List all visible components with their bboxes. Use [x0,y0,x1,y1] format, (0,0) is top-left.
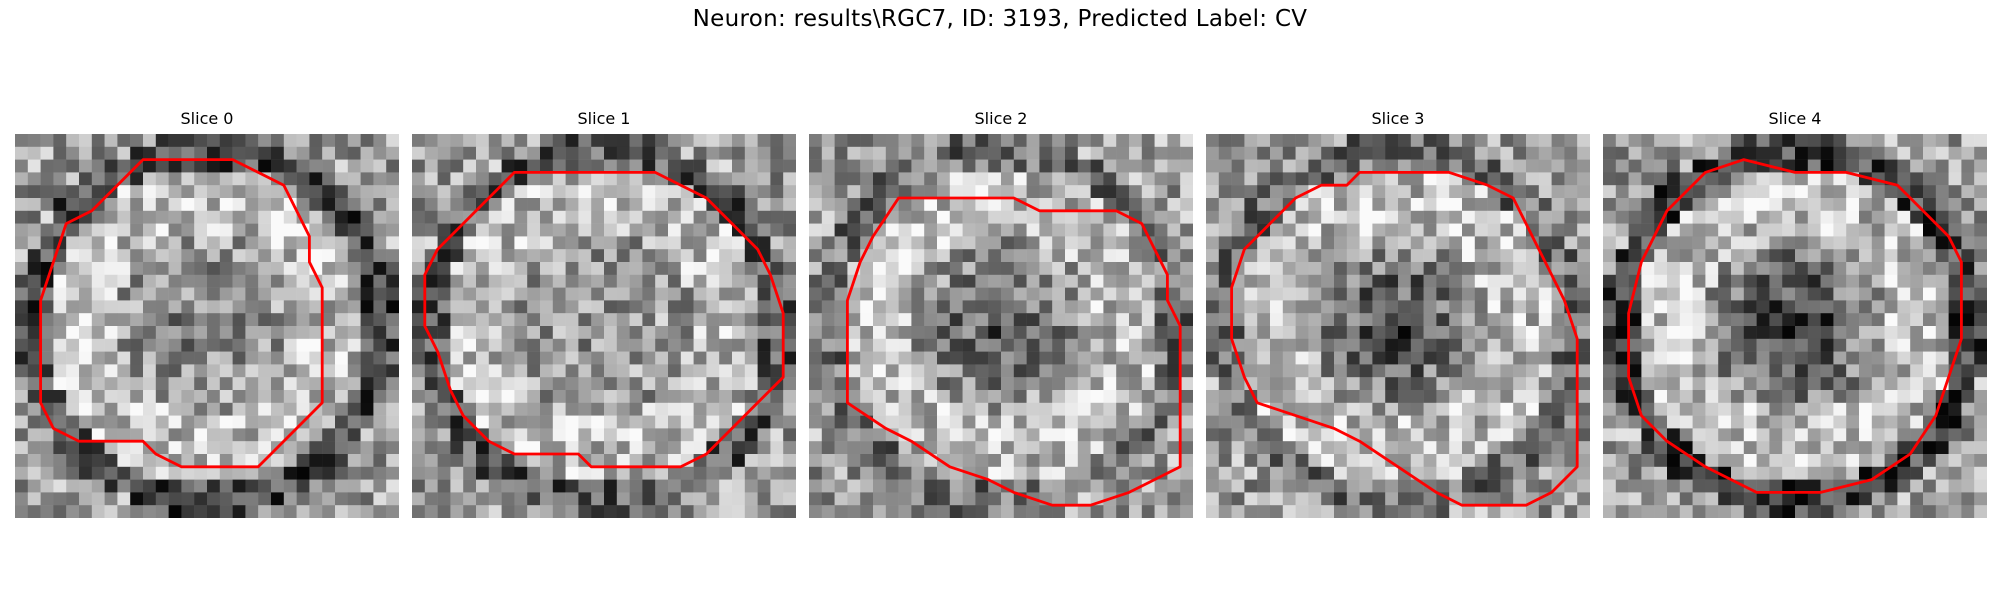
microscopy-slice-image [412,134,796,518]
slice-title: Slice 4 [1768,109,1822,128]
cell-contour-outline [423,170,785,469]
cell-contour-outline [1627,158,1963,494]
slice-pixel-grid [1206,134,1590,518]
slice-pixel-grid [1603,134,1987,518]
cell-contour-outline [845,196,1182,507]
cell-contour-outline [1230,170,1579,507]
slice-panel-2: Slice 2 [809,108,1193,518]
slice-title: Slice 1 [577,109,631,128]
microscopy-slice-image [1603,134,1987,518]
slice-pixel-grid [809,134,1193,518]
microscopy-slice-image [809,134,1193,518]
slice-title: Slice 3 [1371,109,1425,128]
cell-contour-outline [39,158,324,469]
microscopy-slice-image [1206,134,1590,518]
slice-pixel-grid [15,134,399,518]
figure-title: Neuron: results\RGC7, ID: 3193, Predicte… [692,6,1308,32]
slice-panel-4: Slice 4 [1603,108,1987,518]
slice-title: Slice 2 [974,109,1028,128]
slice-title: Slice 0 [180,109,234,128]
slice-pixel-grid [412,134,796,518]
slice-panel-1: Slice 1 [412,108,796,518]
microscopy-slice-image [15,134,399,518]
slice-panel-3: Slice 3 [1206,108,1590,518]
slice-panel-0: Slice 0 [15,108,399,518]
